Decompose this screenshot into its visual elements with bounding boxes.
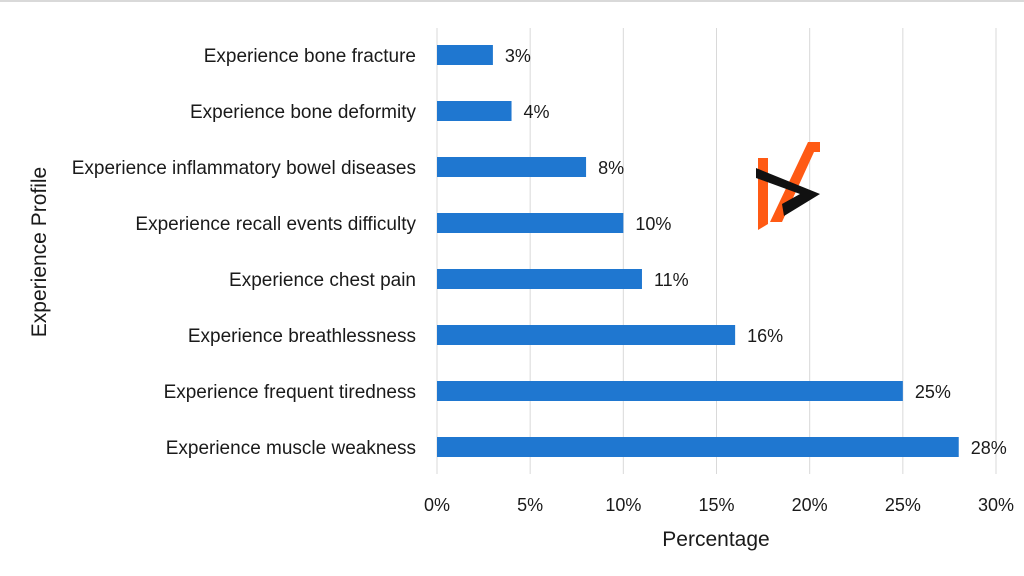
bar (437, 213, 624, 233)
logo-black-chevron (756, 168, 820, 216)
category-labels: Experience bone fracture Experience bone … (72, 46, 417, 459)
bars (437, 45, 959, 457)
data-label: 3% (505, 46, 531, 66)
bar (437, 157, 587, 177)
data-label: 16% (747, 326, 783, 346)
category-label: Experience muscle weakness (166, 438, 416, 459)
x-tick-label: 25% (885, 495, 921, 515)
data-label: 25% (915, 382, 951, 402)
category-label: Experience recall events difficulty (135, 214, 416, 235)
category-label: Experience chest pain (229, 270, 416, 291)
bar (437, 101, 512, 121)
bar (437, 45, 493, 65)
data-label: 28% (971, 438, 1007, 458)
gridlines (436, 28, 997, 474)
x-axis-title: Percentage (662, 528, 769, 551)
x-tick-label: 0% (424, 495, 450, 515)
data-label: 4% (524, 102, 550, 122)
x-tick-label: 10% (605, 495, 641, 515)
bar (437, 269, 642, 289)
data-label: 11% (654, 270, 689, 290)
category-label: Experience breathlessness (188, 326, 416, 347)
logo-orange-left-stroke (758, 158, 768, 230)
data-labels: 3% 4% 8% 10% 11% 16% 25% 28% (505, 46, 1007, 458)
category-label: Experience inflammatory bowel diseases (72, 158, 416, 179)
logo-orange-right-stroke (770, 142, 820, 222)
x-tick-labels: 0% 5% 10% 15% 20% 25% 30% (424, 495, 1014, 515)
bar (437, 381, 903, 401)
category-label: Experience frequent tiredness (164, 382, 416, 403)
data-label: 8% (598, 158, 624, 178)
data-label: 10% (635, 214, 671, 234)
y-axis-title: Experience Profile (28, 167, 51, 337)
x-tick-label: 20% (792, 495, 828, 515)
top-border (0, 0, 1024, 2)
x-tick-label: 30% (978, 495, 1014, 515)
category-label: Experience bone deformity (190, 102, 417, 123)
x-tick-label: 15% (698, 495, 734, 515)
category-label: Experience bone fracture (204, 46, 416, 67)
brand-logo (756, 142, 820, 230)
bar (437, 325, 736, 345)
x-tick-label: 5% (517, 495, 543, 515)
bar (437, 437, 959, 457)
